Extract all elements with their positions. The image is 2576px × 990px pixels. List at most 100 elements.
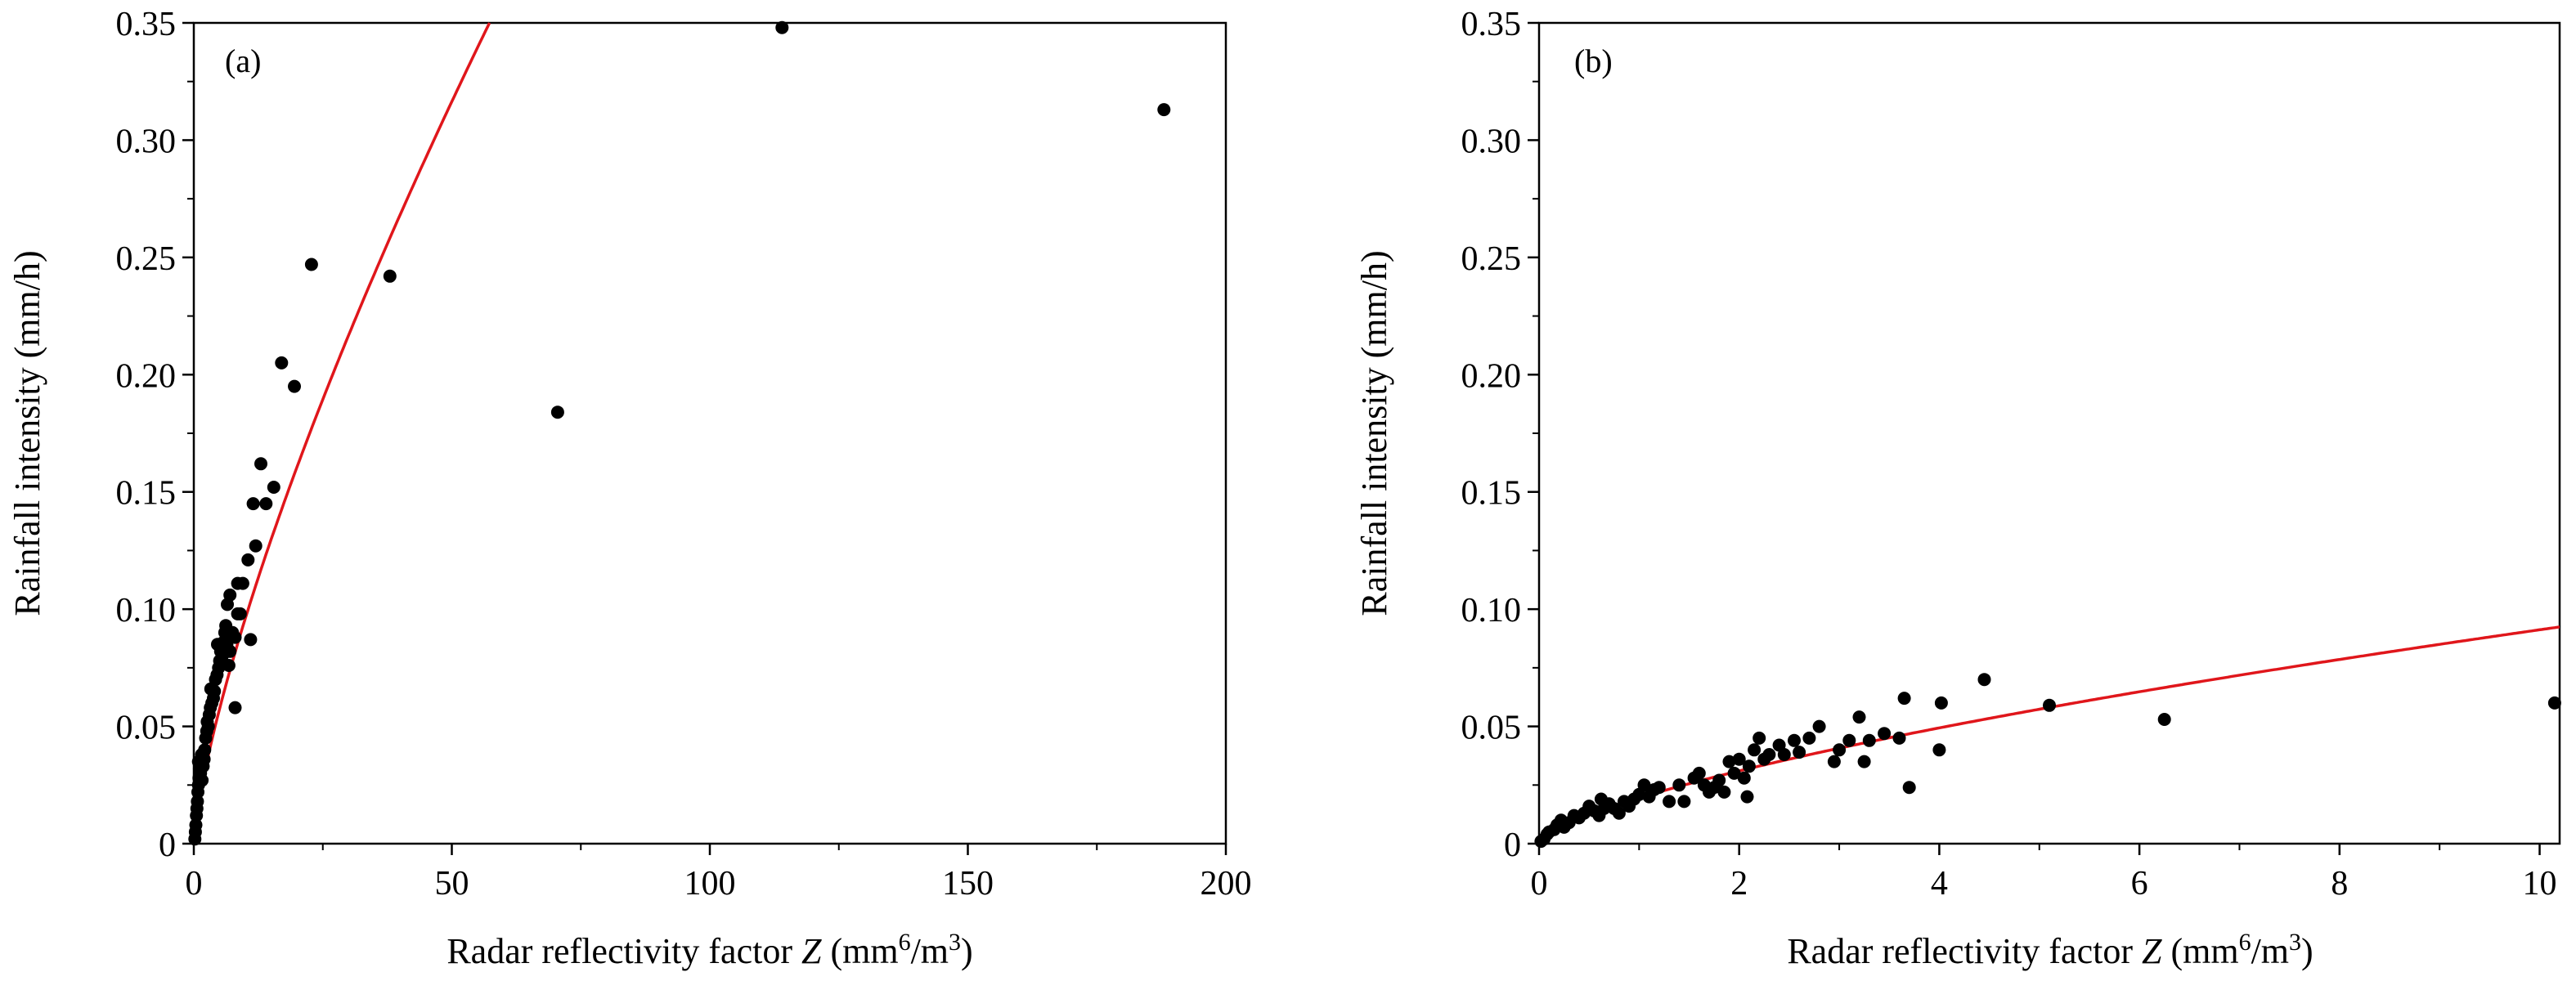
panel-b-data-point <box>1672 778 1686 792</box>
panel-b-data-point <box>1852 710 1866 724</box>
panel-b-data-point <box>1742 759 1756 773</box>
panel-b-data-point <box>1748 743 1761 757</box>
panel-b-data-point <box>1902 781 1916 795</box>
panel-b-data-point <box>1712 773 1726 787</box>
panel-a-y-tick-label: 0.20 <box>116 357 177 395</box>
panel-a-data-point <box>198 743 212 757</box>
panel-a-y-tick-label: 0 <box>159 826 176 864</box>
panel-a-label: (a) <box>225 43 261 79</box>
panel-a-x-tick-label: 200 <box>1200 865 1252 903</box>
panel-a-data-point <box>288 379 301 393</box>
panel-a-data-point <box>249 539 263 553</box>
panel-a-data-point <box>197 752 211 766</box>
panel-b-data-point <box>1977 673 1991 687</box>
panel-b-y-tick-label: 0.20 <box>1461 357 1522 395</box>
panel-a: 0 50 100 150 200 0 0.05 0.10 0.15 0.20 0.25 0.30 0.… <box>7 6 1252 971</box>
panel-a-data-point <box>246 497 260 511</box>
panel-a-data-point <box>1157 103 1171 117</box>
panel-b-data-point <box>1857 755 1871 768</box>
panel-a-data-point <box>236 576 249 590</box>
panel-b-fit-line <box>1537 625 2560 844</box>
panel-b-data-point <box>1762 748 1776 761</box>
panel-b-data-point <box>1878 727 1892 741</box>
panel-b-data-point <box>1722 755 1736 768</box>
panel-b-data-point <box>1793 746 1806 759</box>
panel-b-data-point <box>1717 785 1731 799</box>
panel-b-data-point <box>1777 748 1791 761</box>
panel-a-x-tick-label: 100 <box>684 865 736 903</box>
panel-b-data-point <box>1663 795 1676 809</box>
panel-b-data-point <box>1862 733 1876 747</box>
panel-b-data-point <box>1752 731 1766 745</box>
panel-b-data-point <box>2157 713 2171 726</box>
panel-b-x-tick-label: 0 <box>1531 865 1548 903</box>
panel-a-y-tick-label: 0.10 <box>116 592 177 629</box>
panel-b-data-point <box>1812 719 1826 733</box>
panel-a-fit-line <box>192 22 491 844</box>
panel-b-data-point <box>1934 696 1948 710</box>
panel-a-data-point <box>201 719 215 733</box>
panel-b-label: (b) <box>1574 43 1613 79</box>
panel-a-data-point <box>228 701 242 715</box>
panel-b-x-tick-label: 8 <box>2331 865 2348 903</box>
panel-b-data-point <box>1827 755 1841 768</box>
panel-a-x-tick-label: 150 <box>942 865 994 903</box>
panel-b-y-tick-label: 0.25 <box>1461 240 1522 278</box>
panel-a-data-point <box>241 553 255 567</box>
panel-a-x-axis-label: Radar reflectivity factor Z (mm6/m3) <box>447 929 972 971</box>
panel-a-data-point <box>775 20 789 34</box>
panel-a-plot-frame <box>192 21 1227 845</box>
panel-a-y-tick-label: 0.15 <box>116 475 177 513</box>
panel-b-data-point <box>1637 778 1651 792</box>
panel-b-data-point <box>1802 731 1816 745</box>
panel-b-data-point <box>1612 806 1626 820</box>
panel-a-data-point <box>254 457 267 471</box>
panel-a-data-point <box>223 588 237 602</box>
panel-a-y-tick-label: 0.05 <box>116 710 177 747</box>
panel-a-y-tick-label: 0.25 <box>116 240 177 278</box>
panel-b-data-point <box>1740 790 1754 804</box>
panel-b-y-tick-label: 0.15 <box>1461 475 1522 513</box>
panel-b-x-axis-label: Radar reflectivity factor Z (mm6/m3) <box>1787 929 2313 971</box>
panel-a-y-ticks: 0 0.05 0.10 0.15 0.20 0.25 0.30 0.35 <box>116 6 194 864</box>
panel-b-x-tick-label: 6 <box>2131 865 2148 903</box>
panel-b-data-point <box>1677 795 1691 809</box>
panel-a-data-point <box>208 684 222 698</box>
panel-b-data-point <box>1737 771 1751 785</box>
panel-b-data-point <box>1727 766 1741 780</box>
panel-b-y-tick-label: 0.30 <box>1461 123 1522 160</box>
panel-b-data-point <box>1892 731 1906 745</box>
panel-b-x-tick-label: 4 <box>1931 865 1948 903</box>
panel-a-data-point <box>383 269 397 283</box>
panel-b-data-point <box>1652 781 1666 795</box>
panel-a-points <box>188 20 1171 846</box>
panel-b-data-point <box>1932 743 1946 757</box>
panel-b-plot-frame <box>1537 21 2561 845</box>
panel-a-x-tick-label: 0 <box>186 865 203 903</box>
panel-a-x-tick-label: 50 <box>435 865 469 903</box>
panel-b-data-point <box>1833 743 1847 757</box>
panel-a-data-point <box>267 481 280 494</box>
panel-b-y-tick-label: 0.05 <box>1461 710 1522 747</box>
panel-b-x-tick-label: 10 <box>2523 865 2557 903</box>
panel-a-data-point <box>550 405 564 419</box>
panel-a-data-point <box>195 773 209 787</box>
panel-b-points <box>1534 673 2561 849</box>
panel-a-data-point <box>222 659 236 672</box>
panel-a-data-point <box>304 258 318 271</box>
panel-a-data-point <box>275 356 289 370</box>
panel-a-data-point <box>244 633 258 647</box>
panel-b-data-point <box>1897 692 1911 706</box>
panel-a-data-point <box>189 818 203 832</box>
panel-a-x-ticks: 0 50 100 150 200 <box>186 844 1252 903</box>
panel-b-data-point <box>1842 733 1856 747</box>
panel-b-y-tick-label: 0.35 <box>1461 6 1522 43</box>
panel-b-data-point <box>2043 698 2056 712</box>
panel-b-y-ticks: 0 0.05 0.10 0.15 0.20 0.25 0.30 0.35 <box>1461 6 1539 864</box>
panel-a-data-point <box>259 497 273 511</box>
panel-b-data-point <box>1788 733 1801 747</box>
panel-b-data-point <box>1732 752 1746 766</box>
panel-b: 0 2 4 6 8 10 0 0.05 0.10 0.15 0.20 0.25 0.30 0.35 (b… <box>1354 6 2561 971</box>
panel-a-y-tick-label: 0.35 <box>116 6 177 43</box>
